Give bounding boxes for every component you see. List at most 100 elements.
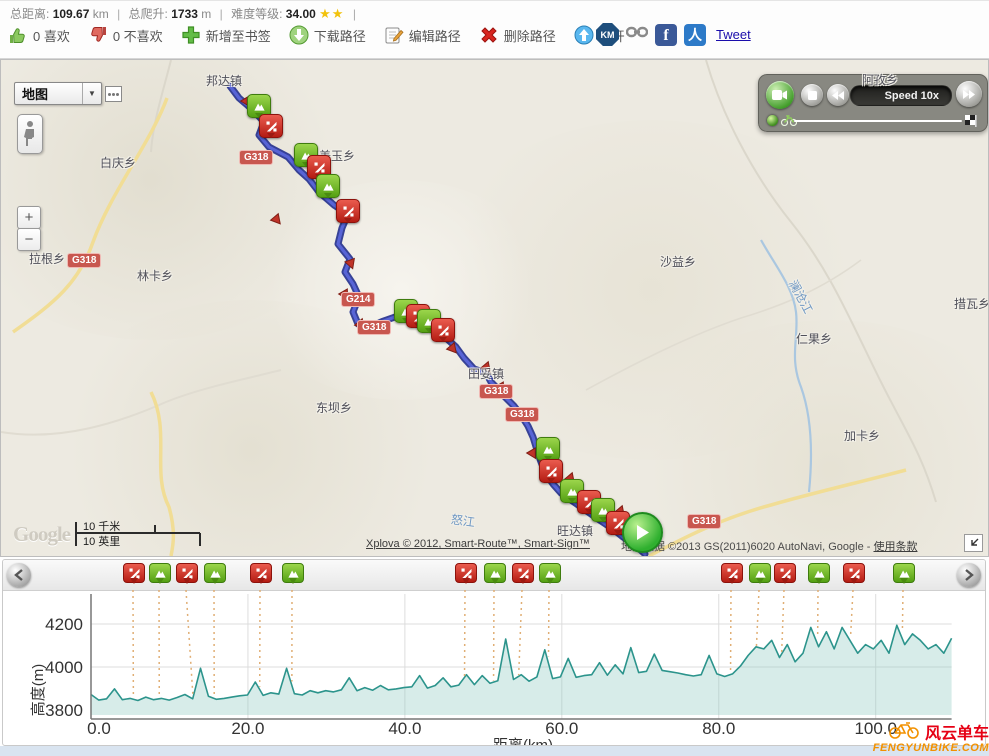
- svg-text:20.0: 20.0: [231, 719, 264, 738]
- renren-icon[interactable]: 人: [684, 24, 706, 46]
- fast-forward-button[interactable]: [956, 81, 982, 107]
- map-type-dropdown[interactable]: 地图 ▼: [14, 82, 102, 105]
- pegman-icon: [23, 120, 37, 148]
- strip-next-button[interactable]: [957, 563, 981, 587]
- zoom-out-button[interactable]: −: [17, 228, 41, 251]
- map-town-label: 加卡乡: [844, 427, 880, 444]
- route-actions: 0 喜欢 0 不喜欢 新增至书签 下载路径 编辑路径 删除路径: [8, 25, 625, 45]
- slope-waypoint-marker[interactable]: [431, 318, 455, 342]
- map-town-label: 措瓦乡: [954, 295, 989, 312]
- road-shield: G318: [239, 150, 273, 165]
- summit-strip-marker[interactable]: [749, 563, 771, 583]
- road-shield: G318: [479, 384, 513, 399]
- download-route-label: 下载路径: [314, 26, 366, 45]
- bicycle-icon: [887, 726, 921, 743]
- street-view-pegman[interactable]: [17, 114, 43, 154]
- like-button[interactable]: 0 喜欢: [8, 25, 70, 45]
- delete-route-button[interactable]: 删除路径: [479, 25, 556, 45]
- slope-strip-marker[interactable]: [250, 563, 272, 583]
- summit-strip-marker[interactable]: [149, 563, 171, 583]
- slope-strip-marker[interactable]: [512, 563, 534, 583]
- slope-waypoint-marker[interactable]: [259, 114, 283, 138]
- road-shield: G318: [357, 320, 391, 335]
- map-canvas: [1, 60, 988, 556]
- map-town-label: 旺达镇: [557, 522, 593, 539]
- summit-strip-marker[interactable]: [484, 563, 506, 583]
- site-name-en: FENGYUNBIKE.COM: [845, 742, 989, 754]
- speed-display: Speed 10x: [850, 85, 952, 106]
- difficulty-value: 34.00: [286, 7, 316, 21]
- distance-unit: km: [93, 7, 109, 21]
- svg-text:3800: 3800: [45, 701, 83, 720]
- chevron-down-icon: ▼: [82, 83, 101, 104]
- summit-strip-marker[interactable]: [204, 563, 226, 583]
- stop-icon: [808, 91, 817, 100]
- svg-text:60.0: 60.0: [545, 719, 578, 738]
- summit-strip-marker[interactable]: [893, 563, 915, 583]
- map-viewport[interactable]: 地图 ▼ + − Speed 10x: [0, 59, 989, 557]
- strip-prev-button[interactable]: [7, 563, 31, 587]
- share-buttons: KM f 人 Tweet: [596, 23, 751, 46]
- summit-strip-marker[interactable]: [539, 563, 561, 583]
- player-progress-bar[interactable]: [794, 120, 962, 122]
- map-river-label: 怒江: [450, 510, 476, 530]
- xplova-link[interactable]: Xplova © 2012, Smart-Route™, Smart-Sign™: [366, 538, 590, 550]
- scale-km-label: 10 千米: [83, 518, 120, 534]
- terms-link[interactable]: 使用条款: [873, 541, 917, 553]
- map-town-label: 东坝乡: [316, 399, 352, 416]
- tweet-link[interactable]: Tweet: [716, 27, 751, 42]
- svg-text:4000: 4000: [45, 658, 83, 677]
- add-bookmark-button[interactable]: 新增至书签: [181, 25, 271, 45]
- thumbs-up-icon: [8, 25, 28, 45]
- play-video-button[interactable]: [766, 81, 794, 109]
- svg-text:距离(km): 距离(km): [493, 737, 553, 746]
- summit-strip-marker[interactable]: [282, 563, 304, 583]
- fast-forward-icon: [963, 90, 975, 99]
- zoom-in-button[interactable]: +: [17, 206, 41, 229]
- summit-strip-marker[interactable]: [808, 563, 830, 583]
- town-poi-icon: [105, 86, 122, 102]
- slope-strip-marker[interactable]: [774, 563, 796, 583]
- map-error-icon[interactable]: [964, 534, 983, 552]
- summit-waypoint-marker[interactable]: [536, 437, 560, 461]
- slope-strip-marker[interactable]: [123, 563, 145, 583]
- site-logo: 风云单车 FENGYUNBIKE.COM: [845, 719, 989, 756]
- distance-value: 109.67: [53, 7, 90, 21]
- map-data-attribution: 地图数据 ©2013 GS(2011)6020 AutoNavi, Google…: [621, 538, 917, 554]
- stop-button[interactable]: [801, 84, 823, 106]
- slope-waypoint-marker[interactable]: [539, 459, 563, 483]
- route-end-play-button[interactable]: [622, 512, 663, 553]
- slope-strip-marker[interactable]: [843, 563, 865, 583]
- map-town-label: 邦达镇: [206, 72, 242, 89]
- road-shield: G214: [341, 292, 375, 307]
- svg-text:高度(m): 高度(m): [30, 664, 47, 717]
- slope-waypoint-marker[interactable]: [336, 199, 360, 223]
- map-town-label: 沙益乡: [660, 253, 696, 270]
- rewind-button[interactable]: [827, 84, 849, 106]
- climb-label: 总爬升:: [129, 7, 168, 21]
- download-route-button[interactable]: 下载路径: [289, 25, 366, 45]
- road-shield: G318: [687, 514, 721, 529]
- svg-text:4200: 4200: [45, 615, 83, 634]
- site-name-cn: 风云单车: [925, 726, 989, 743]
- slope-strip-marker[interactable]: [721, 563, 743, 583]
- map-town-label: 阿孜乡: [862, 71, 898, 88]
- link-icon[interactable]: [626, 25, 648, 44]
- map-town-label: 白庆乡: [100, 154, 136, 171]
- dislike-button[interactable]: 0 不喜欢: [88, 25, 163, 45]
- km-badge-icon[interactable]: KM: [596, 23, 619, 46]
- thumbs-down-icon: [88, 25, 108, 45]
- slope-strip-marker[interactable]: [176, 563, 198, 583]
- summit-waypoint-marker[interactable]: [316, 174, 340, 198]
- edit-route-button[interactable]: 编辑路径: [384, 25, 461, 45]
- download-icon: [289, 25, 309, 45]
- svg-text:40.0: 40.0: [388, 719, 421, 738]
- dislike-label: 0 不喜欢: [113, 26, 163, 45]
- slope-strip-marker[interactable]: [455, 563, 477, 583]
- road-shield: G318: [505, 407, 539, 422]
- facebook-icon[interactable]: f: [655, 24, 677, 46]
- delete-route-label: 删除路径: [504, 26, 556, 45]
